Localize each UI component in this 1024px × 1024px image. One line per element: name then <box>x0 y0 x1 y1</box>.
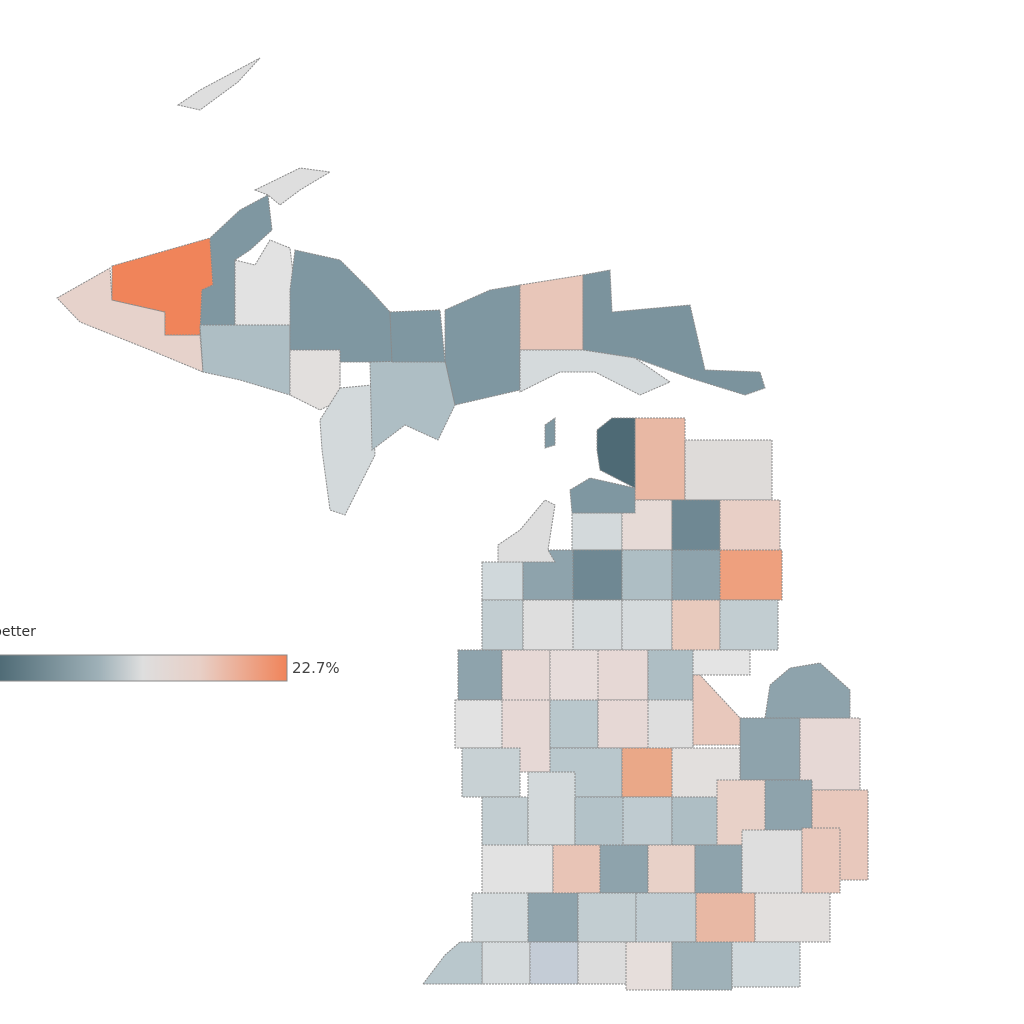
county <box>519 274 584 351</box>
county <box>621 599 673 651</box>
county <box>571 512 623 551</box>
county <box>519 349 672 396</box>
county <box>461 747 521 798</box>
county <box>692 674 741 746</box>
county <box>481 561 524 601</box>
county <box>647 844 696 894</box>
county <box>599 844 649 894</box>
county <box>569 477 636 514</box>
county <box>234 239 296 326</box>
county <box>622 796 673 846</box>
county <box>671 599 721 651</box>
county <box>481 599 524 651</box>
county <box>719 599 779 651</box>
county <box>497 499 556 563</box>
county <box>471 892 529 943</box>
county <box>577 941 627 985</box>
county <box>457 649 503 701</box>
county <box>369 359 456 451</box>
county <box>692 649 751 676</box>
county <box>527 771 576 846</box>
county <box>389 309 446 363</box>
county <box>635 892 697 943</box>
county <box>801 827 841 894</box>
county <box>597 699 649 749</box>
county <box>621 747 673 798</box>
county <box>684 439 773 501</box>
county <box>671 549 721 601</box>
county <box>176 57 261 111</box>
county <box>694 844 743 894</box>
county <box>572 599 623 651</box>
county <box>253 167 332 206</box>
county <box>577 892 637 943</box>
county <box>647 699 694 749</box>
county <box>695 892 756 943</box>
county <box>719 499 781 551</box>
county <box>741 829 803 894</box>
county <box>597 649 649 701</box>
county <box>544 417 556 449</box>
county <box>421 941 483 985</box>
county <box>549 649 599 701</box>
county <box>481 941 531 985</box>
legend: better 22.7% <box>0 624 340 682</box>
county <box>634 417 686 501</box>
county <box>671 941 733 991</box>
county <box>481 844 554 894</box>
county <box>481 796 529 846</box>
county <box>522 599 574 651</box>
legend-max-label: 22.7% <box>292 659 340 677</box>
county <box>549 699 599 749</box>
county <box>731 941 801 988</box>
county <box>621 549 673 601</box>
county <box>596 417 636 489</box>
county <box>671 796 718 846</box>
county <box>799 717 861 791</box>
legend-gradient <box>0 654 288 682</box>
county <box>501 649 551 701</box>
county <box>527 892 579 943</box>
legend-title: better <box>0 624 36 640</box>
county <box>739 717 801 781</box>
county <box>754 892 831 943</box>
county <box>574 796 624 846</box>
county <box>199 324 291 396</box>
county <box>719 549 783 601</box>
county <box>671 499 721 551</box>
county <box>647 649 694 701</box>
county <box>529 941 579 985</box>
county <box>625 941 673 991</box>
county <box>552 844 601 894</box>
county <box>764 662 851 719</box>
county <box>454 699 503 749</box>
county <box>444 284 521 406</box>
county <box>572 549 623 601</box>
counties <box>56 57 869 991</box>
